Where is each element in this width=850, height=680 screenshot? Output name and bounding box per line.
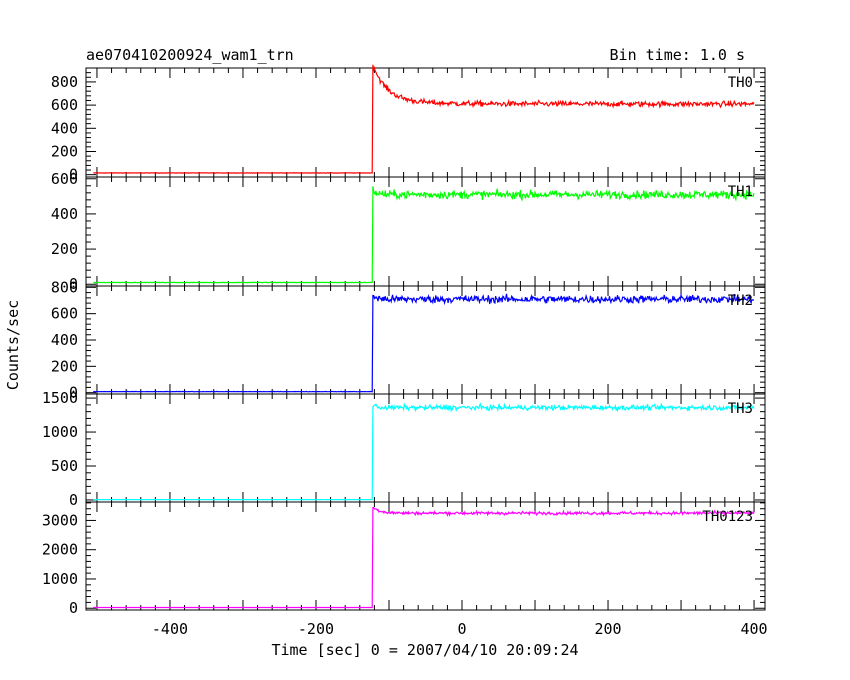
panel-label: TH2 <box>728 293 753 309</box>
y-tick-label: 1500 <box>42 389 78 407</box>
panel-frame <box>85 501 766 611</box>
panels-group: 0 200 400 600 800 TH0 0 200 400 600 TH1 0 200 400 600 8… <box>42 64 768 638</box>
panel-label: TH0123 <box>702 509 753 525</box>
y-tick-label: 200 <box>51 240 78 258</box>
x-axis-label: Time [sec] 0 = 2007/04/10 20:09:24 <box>271 641 578 659</box>
chart-title: ae070410200924_wam1_trn <box>86 46 294 64</box>
x-tick-label: 400 <box>741 620 768 638</box>
panel-label: TH1 <box>728 184 753 200</box>
y-tick-label: 800 <box>51 73 78 91</box>
series-th0 <box>93 64 755 174</box>
x-tick-label: 0 <box>457 620 466 638</box>
bin-time-label: Bin time: 1.0 s <box>610 46 745 64</box>
panel-th2: 0 200 400 600 800 TH2 <box>51 278 766 402</box>
panel-frame <box>85 393 766 503</box>
y-tick-label: 400 <box>51 119 78 137</box>
y-tick-label: 600 <box>51 96 78 114</box>
y-tick-label: 800 <box>51 278 78 296</box>
y-tick-label: 1000 <box>42 570 78 588</box>
series-th3 <box>93 402 755 501</box>
panel-th3: 0 500 1000 1500 TH3 <box>42 389 766 509</box>
y-tick-label: 200 <box>51 142 78 160</box>
panel-th0: 0 200 400 600 800 TH0 <box>51 64 766 184</box>
x-tick-label: 200 <box>594 620 621 638</box>
y-tick-label: 0 <box>69 166 78 184</box>
x-tick-label: -400 <box>152 620 188 638</box>
y-tick-label: 3000 <box>42 511 78 529</box>
panel-label: TH3 <box>728 401 753 417</box>
y-tick-label: 600 <box>51 170 78 188</box>
series-th1 <box>93 186 755 284</box>
y-tick-label: 400 <box>51 331 78 349</box>
y-tick-label: 0 <box>69 491 78 509</box>
y-tick-label: 600 <box>51 305 78 323</box>
panel-frame <box>85 67 766 178</box>
y-tick-label: 200 <box>51 357 78 375</box>
panel-th0123: 0 1000 2000 3000 TH0123 -400 -200 0 200 400 <box>42 501 768 638</box>
y-tick-label: 0 <box>69 599 78 617</box>
y-axis-label: Counts/sec <box>4 300 22 390</box>
series-th0123 <box>93 506 755 609</box>
panel-label: TH0 <box>728 75 753 91</box>
y-tick-label: 400 <box>51 205 78 223</box>
y-tick-label: 0 <box>69 275 78 293</box>
panel-th1: 0 200 400 600 TH1 <box>51 170 766 293</box>
y-tick-label: 2000 <box>42 541 78 559</box>
y-tick-label: 1000 <box>42 423 78 441</box>
series-th2 <box>93 292 755 393</box>
y-tick-label: 0 <box>69 384 78 402</box>
x-tick-label: -200 <box>298 620 334 638</box>
y-tick-label: 500 <box>51 457 78 475</box>
panel-frame <box>85 285 766 395</box>
